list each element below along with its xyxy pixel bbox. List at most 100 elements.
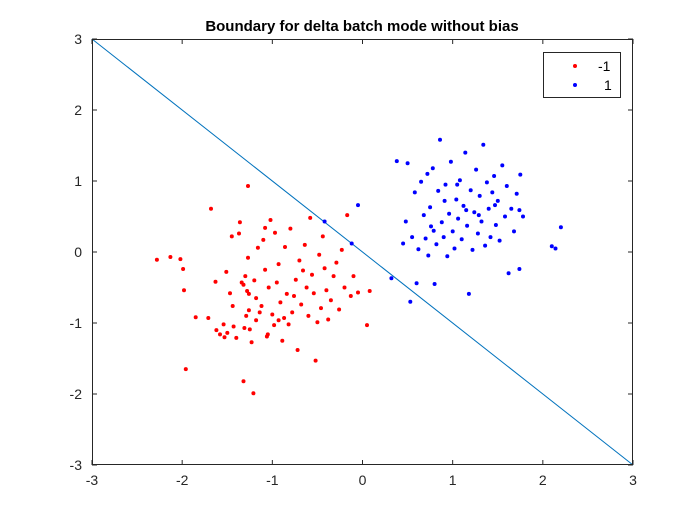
point-neg (224, 269, 229, 274)
point-neg (290, 310, 295, 315)
point-neg (254, 296, 259, 301)
point-pos (429, 224, 433, 229)
point-pos (470, 247, 475, 252)
point-pos (423, 236, 428, 241)
point-neg (308, 215, 313, 220)
y-tick-label: 1 (74, 173, 82, 189)
legend-label-neg: -1 (598, 58, 611, 74)
point-neg (183, 367, 188, 372)
point-pos (484, 180, 489, 185)
point-neg (304, 285, 309, 290)
point-neg (268, 218, 273, 222)
point-neg (322, 266, 327, 271)
point-neg (193, 315, 198, 320)
point-neg (246, 308, 251, 313)
x-tick-label: 0 (359, 472, 367, 488)
point-pos (475, 231, 480, 236)
point-pos (466, 291, 471, 296)
point-pos (434, 242, 439, 247)
point-neg (252, 278, 257, 283)
y-tick-label: 0 (74, 244, 82, 260)
point-neg (284, 291, 289, 296)
point-neg (246, 184, 250, 188)
point-neg (334, 260, 339, 265)
point-pos (430, 166, 435, 171)
point-neg (367, 289, 372, 293)
x-tick-label: -3 (86, 472, 99, 488)
point-pos (493, 203, 497, 208)
point-pos (414, 281, 419, 286)
point-pos (518, 172, 523, 177)
point-pos (421, 213, 426, 218)
point-pos (438, 137, 442, 142)
point-neg (259, 304, 264, 308)
point-pos (497, 238, 502, 243)
y-tick-label: -1 (70, 315, 83, 331)
point-neg (324, 288, 329, 293)
point-neg (263, 267, 268, 272)
point-neg (302, 242, 307, 247)
point-pos (463, 150, 468, 155)
point-neg (214, 328, 219, 333)
point-neg (168, 255, 173, 259)
point-neg (255, 245, 260, 250)
point-pos (468, 188, 473, 193)
point-pos (349, 241, 354, 246)
x-tick-label: 3 (629, 472, 637, 488)
point-pos (426, 253, 431, 258)
point-neg (237, 231, 241, 236)
point-neg (261, 237, 266, 242)
point-pos (506, 271, 511, 276)
point-pos (447, 211, 452, 216)
legend-box (543, 52, 621, 98)
point-neg (274, 280, 279, 285)
point-pos (488, 235, 493, 240)
legend-marker-pos (573, 83, 577, 87)
point-neg (311, 291, 316, 296)
point-pos (481, 142, 486, 147)
point-neg (234, 335, 239, 340)
point-pos (416, 247, 421, 252)
point-pos (490, 190, 495, 195)
point-neg (348, 294, 353, 298)
point-neg (331, 274, 336, 279)
point-pos (389, 276, 394, 281)
point-neg (182, 288, 186, 293)
point-neg (231, 324, 236, 329)
point-neg (278, 300, 283, 305)
point-neg (297, 258, 302, 263)
point-pos (436, 188, 441, 193)
point-neg (228, 291, 232, 296)
point-neg (293, 277, 298, 282)
point-pos (514, 191, 519, 196)
point-neg (230, 304, 235, 308)
point-pos (517, 267, 522, 271)
point-neg (270, 312, 275, 317)
point-neg (299, 302, 304, 307)
point-pos (439, 220, 444, 225)
point-neg (273, 230, 277, 235)
y-tick-label: -2 (70, 386, 83, 402)
y-tick-label: 2 (74, 102, 82, 118)
point-pos (549, 244, 554, 249)
point-neg (181, 267, 186, 271)
point-neg (292, 294, 296, 298)
point-neg (244, 313, 249, 318)
point-neg (249, 340, 254, 345)
point-pos (558, 225, 563, 230)
point-pos (477, 193, 482, 198)
point-pos (459, 237, 464, 242)
axes-box (92, 39, 633, 465)
point-neg (221, 322, 226, 327)
point-pos (441, 235, 446, 240)
point-pos (428, 205, 433, 210)
point-pos (474, 167, 479, 172)
point-neg (317, 252, 322, 257)
point-neg (251, 391, 256, 396)
point-neg (280, 338, 285, 343)
point-pos (448, 159, 453, 164)
point-pos (401, 241, 406, 246)
point-neg (241, 282, 246, 287)
